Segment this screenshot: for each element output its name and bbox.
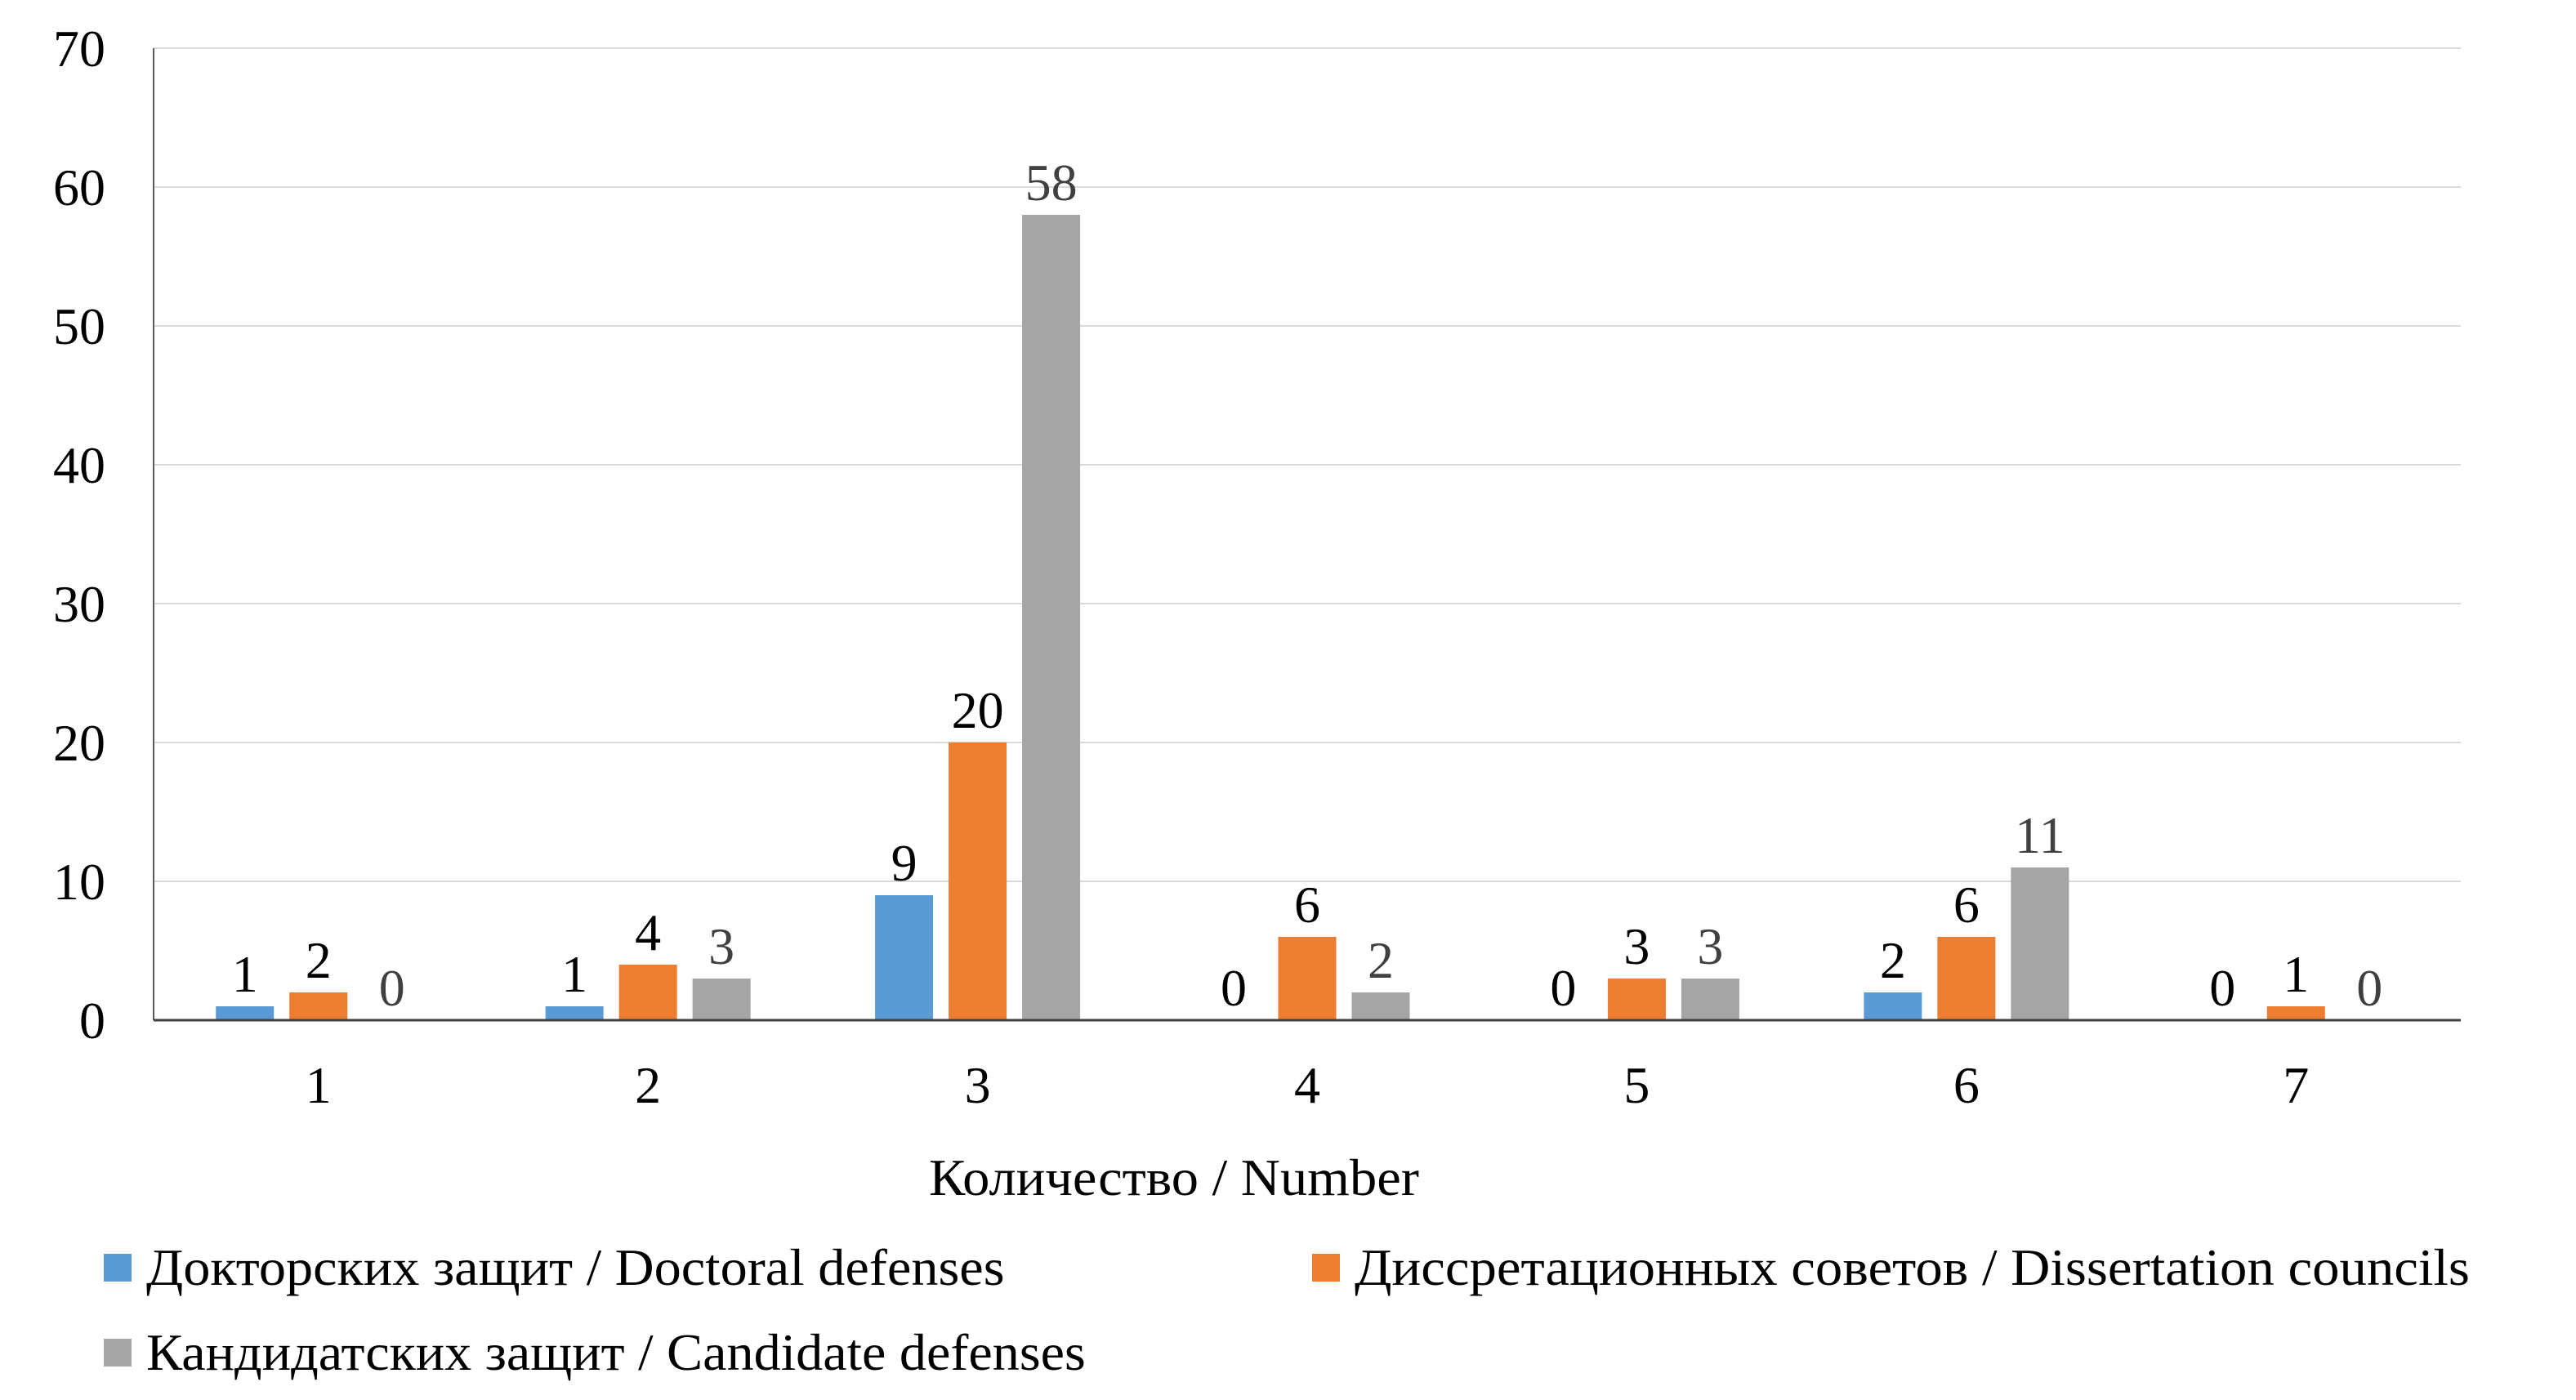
bar bbox=[1278, 937, 1337, 1020]
data-label: 4 bbox=[635, 903, 661, 961]
data-label: 58 bbox=[1025, 154, 1078, 212]
data-label: 0 bbox=[2209, 959, 2235, 1017]
y-tick-label: 20 bbox=[53, 714, 105, 772]
bar bbox=[949, 742, 1007, 1020]
bar bbox=[1351, 992, 1410, 1020]
legend-label-candidate: Кандидатских защит / Candidate defenses bbox=[146, 1323, 1086, 1381]
bar bbox=[1937, 937, 1996, 1020]
data-label: 1 bbox=[561, 945, 587, 1003]
bar bbox=[216, 1006, 275, 1020]
bar bbox=[1607, 979, 1666, 1020]
data-label: 11 bbox=[2015, 806, 2065, 864]
bar bbox=[875, 895, 934, 1020]
bar bbox=[1022, 215, 1081, 1020]
data-label: 6 bbox=[1294, 876, 1320, 934]
legend-label-councils: Диссретационных советов / Dissertation c… bbox=[1355, 1238, 2470, 1296]
data-label: 0 bbox=[2356, 959, 2382, 1017]
y-tick-label: 10 bbox=[53, 853, 105, 911]
legend-swatch-doctoral bbox=[104, 1254, 132, 1282]
legend-swatch-councils bbox=[1312, 1254, 1340, 1282]
legend-item-candidate[interactable]: Кандидатских защит / Candidate defenses bbox=[104, 1326, 1086, 1379]
data-label: 3 bbox=[708, 917, 734, 975]
y-tick-label: 40 bbox=[53, 436, 105, 494]
x-tick-labels: 1 2 3 4 5 6 7 bbox=[306, 1056, 2310, 1114]
data-label: 0 bbox=[1550, 959, 1576, 1017]
legend-label-doctoral: Докторских защит / Doctoral defenses bbox=[146, 1238, 1005, 1296]
data-label: 1 bbox=[232, 945, 258, 1003]
data-label: 2 bbox=[1368, 931, 1394, 989]
gridlines bbox=[154, 47, 2461, 882]
data-label: 6 bbox=[1953, 876, 1980, 934]
data-label: 20 bbox=[952, 681, 1004, 739]
bar bbox=[692, 979, 751, 1020]
x-tick-label: 7 bbox=[2283, 1056, 2309, 1114]
x-tick-label: 2 bbox=[635, 1056, 661, 1114]
data-label: 9 bbox=[891, 834, 917, 892]
x-tick-label: 3 bbox=[965, 1056, 991, 1114]
y-tick-label: 70 bbox=[53, 20, 105, 78]
legend-item-doctoral[interactable]: Докторских защит / Doctoral defenses bbox=[104, 1242, 1005, 1294]
data-label: 1 bbox=[2283, 945, 2309, 1003]
x-tick-label: 5 bbox=[1623, 1056, 1650, 1114]
data-label: 0 bbox=[379, 959, 405, 1017]
bar bbox=[289, 992, 348, 1020]
legend-swatch-candidate bbox=[104, 1339, 132, 1367]
bar bbox=[2266, 1006, 2325, 1020]
data-label: 3 bbox=[1623, 917, 1650, 975]
legend-item-councils[interactable]: Диссретационных советов / Dissertation c… bbox=[1312, 1242, 2470, 1294]
bars bbox=[216, 215, 2325, 1020]
bar bbox=[1864, 992, 1922, 1020]
x-axis-title: Количество / Number bbox=[929, 1149, 1419, 1207]
y-tick-labels: 0 10 20 30 40 50 60 70 bbox=[53, 20, 105, 1050]
y-tick-label: 60 bbox=[53, 158, 105, 216]
data-label: 2 bbox=[306, 931, 332, 989]
x-tick-label: 6 bbox=[1953, 1056, 1980, 1114]
y-tick-label: 30 bbox=[53, 575, 105, 633]
bar bbox=[618, 965, 677, 1020]
axes bbox=[153, 48, 2461, 1022]
bar bbox=[2011, 867, 2069, 1020]
data-label: 0 bbox=[1221, 959, 1247, 1017]
y-tick-label: 0 bbox=[79, 992, 105, 1050]
data-label: 2 bbox=[1880, 931, 1906, 989]
data-label: 3 bbox=[1697, 917, 1723, 975]
bar bbox=[1681, 979, 1739, 1020]
x-tick-label: 4 bbox=[1294, 1056, 1320, 1114]
bar bbox=[545, 1006, 604, 1020]
x-tick-label: 1 bbox=[306, 1056, 332, 1114]
y-tick-label: 50 bbox=[53, 297, 105, 355]
